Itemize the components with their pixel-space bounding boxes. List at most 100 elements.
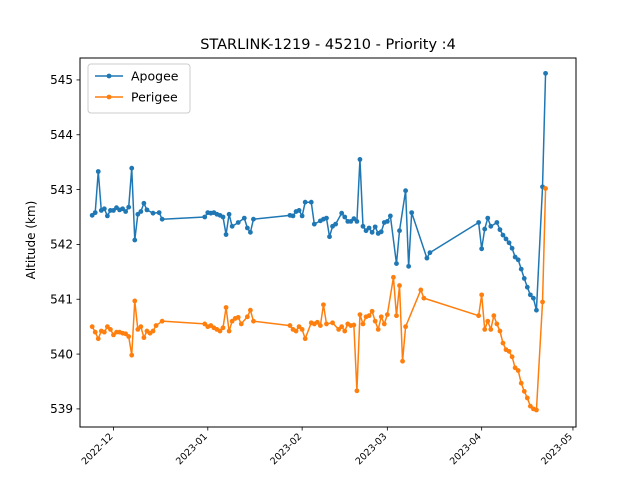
data-point-perigee-82 (494, 321, 500, 327)
data-point-apogee-64 (378, 229, 384, 235)
series-apogee (89, 70, 548, 313)
data-point-apogee-42 (302, 199, 308, 205)
data-point-perigee-92 (524, 395, 530, 401)
data-point-perigee-53 (339, 324, 345, 330)
data-point-perigee-48 (317, 323, 323, 328)
data-point-perigee-68 (384, 312, 390, 317)
plot-frame (79, 57, 577, 428)
data-point-perigee-89 (515, 368, 521, 373)
data-point-apogee-13 (129, 165, 135, 171)
data-point-perigee-13 (129, 352, 135, 358)
data-point-apogee-83 (503, 236, 509, 242)
data-point-perigee-91 (521, 388, 527, 394)
data-point-apogee-1 (92, 210, 98, 216)
data-point-perigee-80 (488, 327, 494, 332)
data-point-apogee-11 (123, 209, 129, 214)
y-tick-label: 540 (50, 347, 73, 361)
data-point-perigee-44 (302, 336, 308, 342)
data-point-perigee-21 (153, 323, 159, 328)
data-point-apogee-14 (132, 237, 138, 243)
data-point-apogee-16 (138, 209, 144, 214)
data-point-perigee-4 (101, 329, 107, 335)
data-point-perigee-66 (378, 314, 384, 320)
legend: Apogee Perigee (87, 63, 191, 114)
data-point-perigee-29 (220, 325, 226, 331)
data-point-apogee-28 (220, 214, 226, 220)
y-tick-label: 543 (50, 183, 73, 197)
data-point-apogee-35 (248, 229, 253, 235)
data-point-perigee-81 (491, 313, 497, 319)
data-point-apogee-32 (235, 220, 241, 225)
data-point-perigee-71 (397, 283, 402, 288)
data-point-perigee-22 (159, 318, 165, 324)
data-point-perigee-14 (132, 298, 138, 304)
data-point-apogee-81 (497, 227, 503, 233)
data-point-apogee-31 (229, 223, 235, 229)
data-point-apogee-41 (299, 213, 305, 219)
data-point-apogee-5 (104, 213, 110, 219)
data-point-apogee-67 (387, 213, 393, 219)
data-point-apogee-51 (339, 210, 345, 216)
data-point-perigee-72 (400, 358, 405, 364)
data-point-apogee-92 (531, 295, 536, 301)
data-point-perigee-0 (89, 324, 95, 330)
data-point-perigee-36 (244, 314, 250, 320)
series-perigee (89, 186, 548, 413)
chart-title: STARLINK-1219 - 45210 - Priority :4 (200, 37, 456, 53)
data-point-perigee-62 (366, 313, 372, 319)
legend-label-apogee: Apogee (131, 69, 179, 84)
data-point-apogee-20 (156, 210, 162, 216)
data-point-apogee-52 (342, 214, 348, 220)
data-point-perigee-74 (418, 287, 424, 293)
data-point-perigee-86 (506, 348, 512, 354)
data-point-apogee-62 (372, 224, 378, 230)
data-point-apogee-7 (111, 208, 116, 213)
data-point-perigee-79 (485, 318, 491, 324)
y-axis-label: Altitude (km) (24, 201, 38, 280)
data-point-perigee-83 (497, 328, 503, 334)
data-point-perigee-39 (287, 323, 293, 328)
data-point-perigee-16 (138, 324, 144, 330)
data-point-apogee-36 (251, 216, 256, 222)
data-point-perigee-73 (403, 324, 408, 330)
data-point-apogee-79 (488, 223, 494, 229)
data-point-perigee-78 (482, 327, 488, 332)
data-point-perigee-37 (248, 307, 253, 313)
data-point-perigee-75 (421, 295, 427, 301)
data-point-apogee-72 (409, 210, 415, 216)
legend-label-perigee: Perigee (131, 90, 178, 105)
data-point-apogee-93 (534, 307, 539, 313)
data-point-apogee-60 (366, 225, 372, 231)
data-point-apogee-76 (479, 246, 485, 252)
data-point-apogee-75 (476, 220, 482, 225)
data-point-perigee-70 (394, 313, 399, 319)
data-point-perigee-12 (126, 334, 132, 339)
legend-marker-apogee (106, 73, 112, 79)
data-point-apogee-43 (308, 199, 314, 205)
data-point-apogee-58 (360, 223, 366, 229)
data-point-perigee-38 (251, 318, 256, 324)
data-point-apogee-54 (348, 218, 354, 224)
data-point-perigee-59 (357, 312, 363, 317)
data-point-apogee-21 (159, 216, 165, 222)
data-point-perigee-90 (518, 380, 524, 386)
data-point-apogee-18 (144, 207, 150, 213)
data-point-perigee-67 (381, 321, 387, 327)
data-point-perigee-57 (351, 322, 357, 328)
data-point-apogee-33 (241, 215, 247, 221)
data-point-apogee-61 (369, 229, 375, 235)
data-point-apogee-90 (524, 284, 530, 290)
data-point-perigee-64 (372, 318, 378, 324)
data-point-apogee-71 (406, 263, 412, 269)
data-point-perigee-43 (299, 327, 305, 332)
data-point-apogee-88 (518, 266, 524, 272)
data-point-perigee-2 (95, 336, 101, 342)
data-point-perigee-7 (111, 332, 116, 338)
data-point-perigee-97 (543, 186, 548, 191)
data-point-perigee-49 (321, 302, 326, 308)
data-point-apogee-85 (509, 245, 515, 251)
data-point-apogee-44 (311, 221, 317, 227)
data-point-perigee-11 (123, 331, 129, 337)
data-point-perigee-54 (342, 328, 348, 334)
data-point-perigee-77 (479, 292, 485, 298)
